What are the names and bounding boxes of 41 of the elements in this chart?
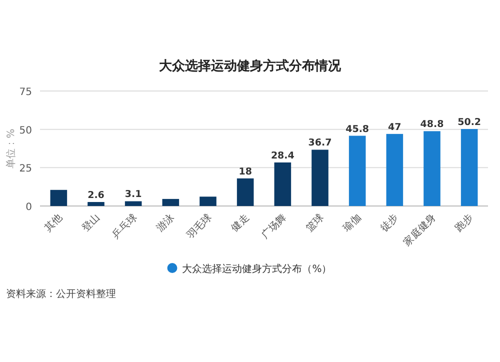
x-tick-label: 其他 [42,212,65,234]
data-label: 2.6 [88,190,105,202]
x-tick-label: 乒乓球 [110,212,140,242]
data-label: 50.2 [458,117,482,128]
x-tick-label: 健走 [228,212,252,234]
x-tick-label: 跑步 [452,212,476,234]
bar [162,198,180,206]
bar [236,178,254,206]
data-label: 3.1 [124,189,142,200]
bar [348,136,366,206]
x-tick-label: 篮球 [303,212,326,234]
x-tick-label: 徒步 [378,212,401,234]
bar [424,131,440,206]
bar [386,134,404,206]
y-tick-label: 25 [19,164,32,175]
x-tick-label: 游泳 [154,212,177,234]
bar [200,196,216,206]
bar [124,201,142,206]
legend-label: 大众选择运动健身方式分布（%） [182,263,332,275]
bar [88,202,104,206]
x-tick-label: 羽毛球 [184,212,214,242]
x-tick-label: 登山 [79,212,102,234]
data-label: 47 [388,122,402,133]
bar [312,150,328,206]
y-tick-label: 75 [19,87,32,98]
x-tick-label: 广场舞 [259,212,289,242]
data-label: 48.8 [420,119,444,130]
x-tick-label: 瑜伽 [340,212,364,234]
data-label: 18 [238,166,252,178]
data-label: 28.4 [270,150,295,162]
text: 资料来源：公开资料整理 [6,288,116,300]
x-tick-label: 家庭健身 [401,212,438,248]
bar [50,190,68,206]
y-tick-label: 50 [19,125,32,136]
y-tick-label: 0 [26,202,32,213]
data-label: 36.7 [308,138,332,149]
bar [274,162,292,206]
y-axis-title: 单位：% [5,128,17,168]
bar [460,129,478,206]
chart-title: 大众选择运动健身方式分布情况 [159,58,342,74]
data-label: 45.8 [346,124,370,135]
